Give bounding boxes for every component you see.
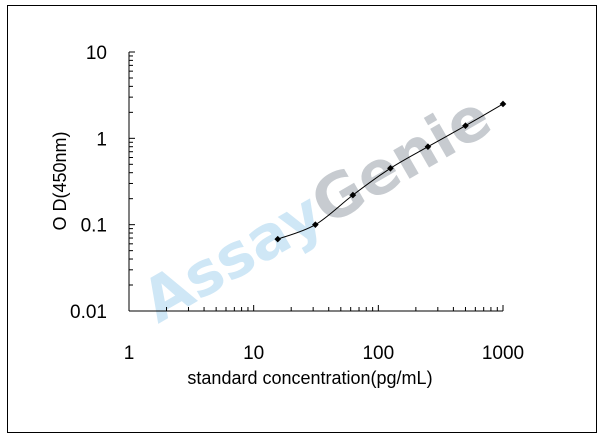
x-tick-label: 1 — [124, 343, 135, 364]
x-axis-title: standard concentration(pg/mL) — [187, 368, 432, 388]
data-point — [499, 100, 507, 108]
watermark-part1: Assay — [131, 179, 335, 337]
series-layer — [274, 100, 507, 243]
y-tick-label: 10 — [86, 43, 107, 64]
x-tick-label: 1000 — [482, 343, 524, 364]
y-axis: 0.01 0.1 1 10 — [70, 43, 135, 323]
data-point — [424, 143, 432, 150]
x-tick-labels: 1 10 100 1000 — [124, 343, 524, 364]
y-tick-label: 0.01 — [70, 302, 107, 323]
data-point — [462, 122, 469, 130]
data-point — [387, 164, 394, 172]
series-markers — [274, 100, 507, 243]
chart-frame: AssayGenie 1 10 100 1000 0.01 0.1 1 10 standar… — [7, 5, 597, 433]
x-ticks — [128, 305, 504, 311]
y-tick-label: 0.1 — [81, 216, 107, 237]
watermark-part2: Genie — [300, 82, 503, 240]
y-tick-label: 1 — [96, 129, 107, 150]
x-axis: 1 10 100 1000 — [124, 305, 524, 364]
y-ticks — [129, 51, 135, 312]
y-tick-labels: 0.01 0.1 1 10 — [70, 43, 107, 323]
watermark-text: AssayGenie — [131, 82, 503, 337]
x-tick-label: 100 — [362, 343, 394, 364]
watermark: AssayGenie — [131, 82, 503, 337]
data-point — [349, 191, 357, 199]
x-tick-label: 10 — [243, 343, 264, 364]
chart-svg: AssayGenie 1 10 100 1000 0.01 0.1 1 10 standar… — [50, 43, 524, 388]
data-point — [312, 221, 319, 228]
y-axis-title: O D(450nm) — [50, 131, 70, 230]
data-point — [274, 235, 282, 243]
